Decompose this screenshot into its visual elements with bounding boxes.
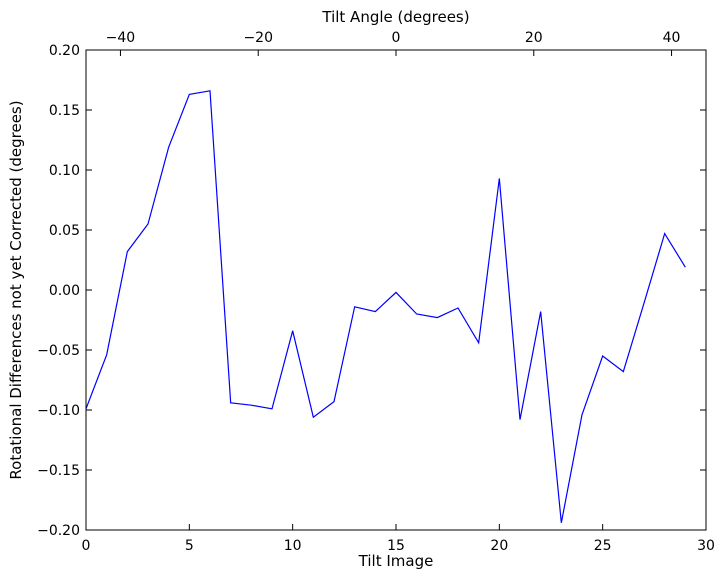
y-tick-label: 0.15 xyxy=(49,103,80,119)
top-x-tick-label: 0 xyxy=(392,30,401,46)
x-tick-label: 20 xyxy=(490,538,508,554)
x-tick-label: 15 xyxy=(387,538,405,554)
series-layer xyxy=(85,90,686,523)
y-tick-label: −0.05 xyxy=(37,343,80,359)
y-tick-label: −0.20 xyxy=(37,523,80,539)
series-line xyxy=(85,90,686,523)
x-tick-label: 0 xyxy=(82,538,91,554)
x-tick-label: 25 xyxy=(594,538,612,554)
x-tick-label: 30 xyxy=(697,538,715,554)
ticks-layer: 0 5 10 15 20 25 30 −0.20 −0.15 −0.10 −0.05 0.00 0.05… xyxy=(37,30,715,554)
plot-background xyxy=(86,50,706,530)
y-tick-label: −0.10 xyxy=(37,403,80,419)
y-axis-label: Rotational Differences not yet Corrected… xyxy=(7,100,25,479)
y-tick-label: −0.15 xyxy=(37,463,80,479)
top-x-tick-label: −40 xyxy=(106,30,136,46)
top-x-tick-label: 20 xyxy=(525,30,543,46)
y-tick-label: 0.20 xyxy=(49,43,80,59)
x-tick-label: 10 xyxy=(284,538,302,554)
y-tick-label: 0.10 xyxy=(49,163,80,179)
top-x-tick-label: 40 xyxy=(663,30,681,46)
y-tick-label: 0.05 xyxy=(49,223,80,239)
y-tick-label: 0.00 xyxy=(49,283,80,299)
top-x-tick-label: −20 xyxy=(243,30,273,46)
x-tick-label: 5 xyxy=(185,538,194,554)
top-x-axis-label: Tilt Angle (degrees) xyxy=(321,8,469,26)
x-axis-label: Tilt Image xyxy=(358,552,434,570)
